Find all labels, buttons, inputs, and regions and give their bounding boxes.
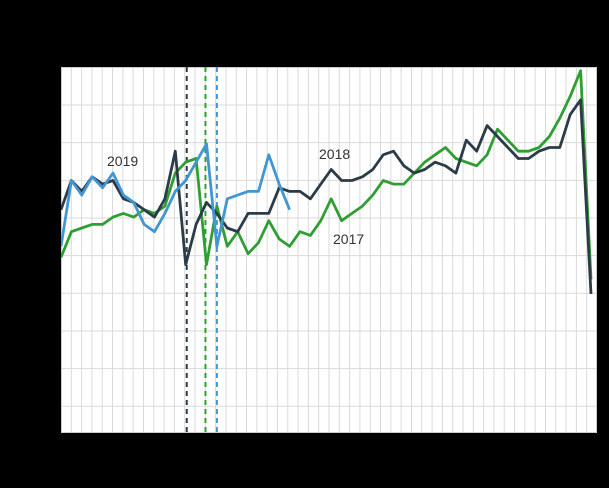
series-line-2018 [61, 98, 593, 294]
plot-border [61, 67, 597, 433]
series-label-2017: 2017 [333, 231, 365, 247]
line-chart-svg [61, 67, 597, 433]
series-line-2019 [61, 142, 291, 248]
series-line-2017 [61, 69, 593, 280]
series-label-2019: 2019 [107, 153, 139, 169]
plot-area: 2019 2018 2017 [61, 67, 597, 433]
series-label-2018: 2018 [319, 146, 351, 162]
